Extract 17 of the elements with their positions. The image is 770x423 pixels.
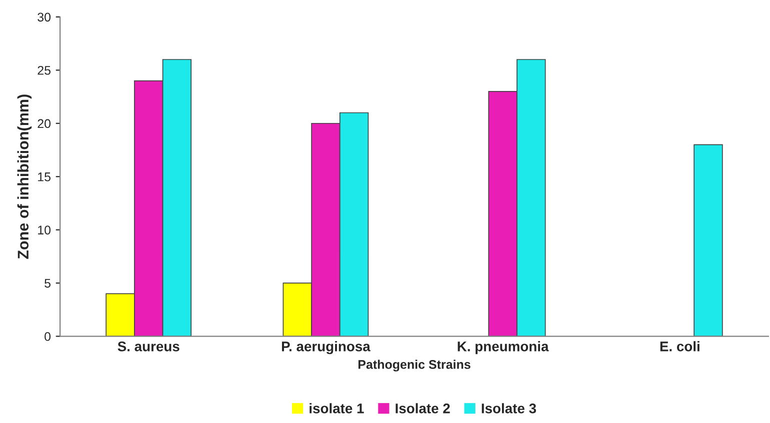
- y-tick-label: 25: [38, 66, 51, 75]
- legend-label: Isolate 3: [482, 403, 536, 414]
- y-tick-label: 0: [44, 332, 51, 341]
- x-tick-label: K. pneumonia: [458, 341, 549, 354]
- x-tick-label: P. aeruginosa: [282, 341, 370, 354]
- legend-label: isolate 1: [310, 403, 364, 414]
- x-axis-title: Pathogenic Strains: [358, 360, 470, 372]
- y-axis-title: Zone of inhibition(mm): [17, 94, 32, 259]
- y-tick-label: 5: [44, 278, 51, 288]
- y-tick-label: 20: [38, 119, 51, 128]
- y-tick-label: 30: [38, 12, 51, 22]
- x-tick-label: S. aureus: [118, 342, 180, 352]
- legend-label: Isolate 2: [396, 403, 450, 414]
- bar: [694, 144, 723, 336]
- y-tick-label: 10: [38, 226, 51, 234]
- x-tick-label: E. coli: [660, 341, 700, 352]
- y-tick-label: 15: [38, 172, 51, 182]
